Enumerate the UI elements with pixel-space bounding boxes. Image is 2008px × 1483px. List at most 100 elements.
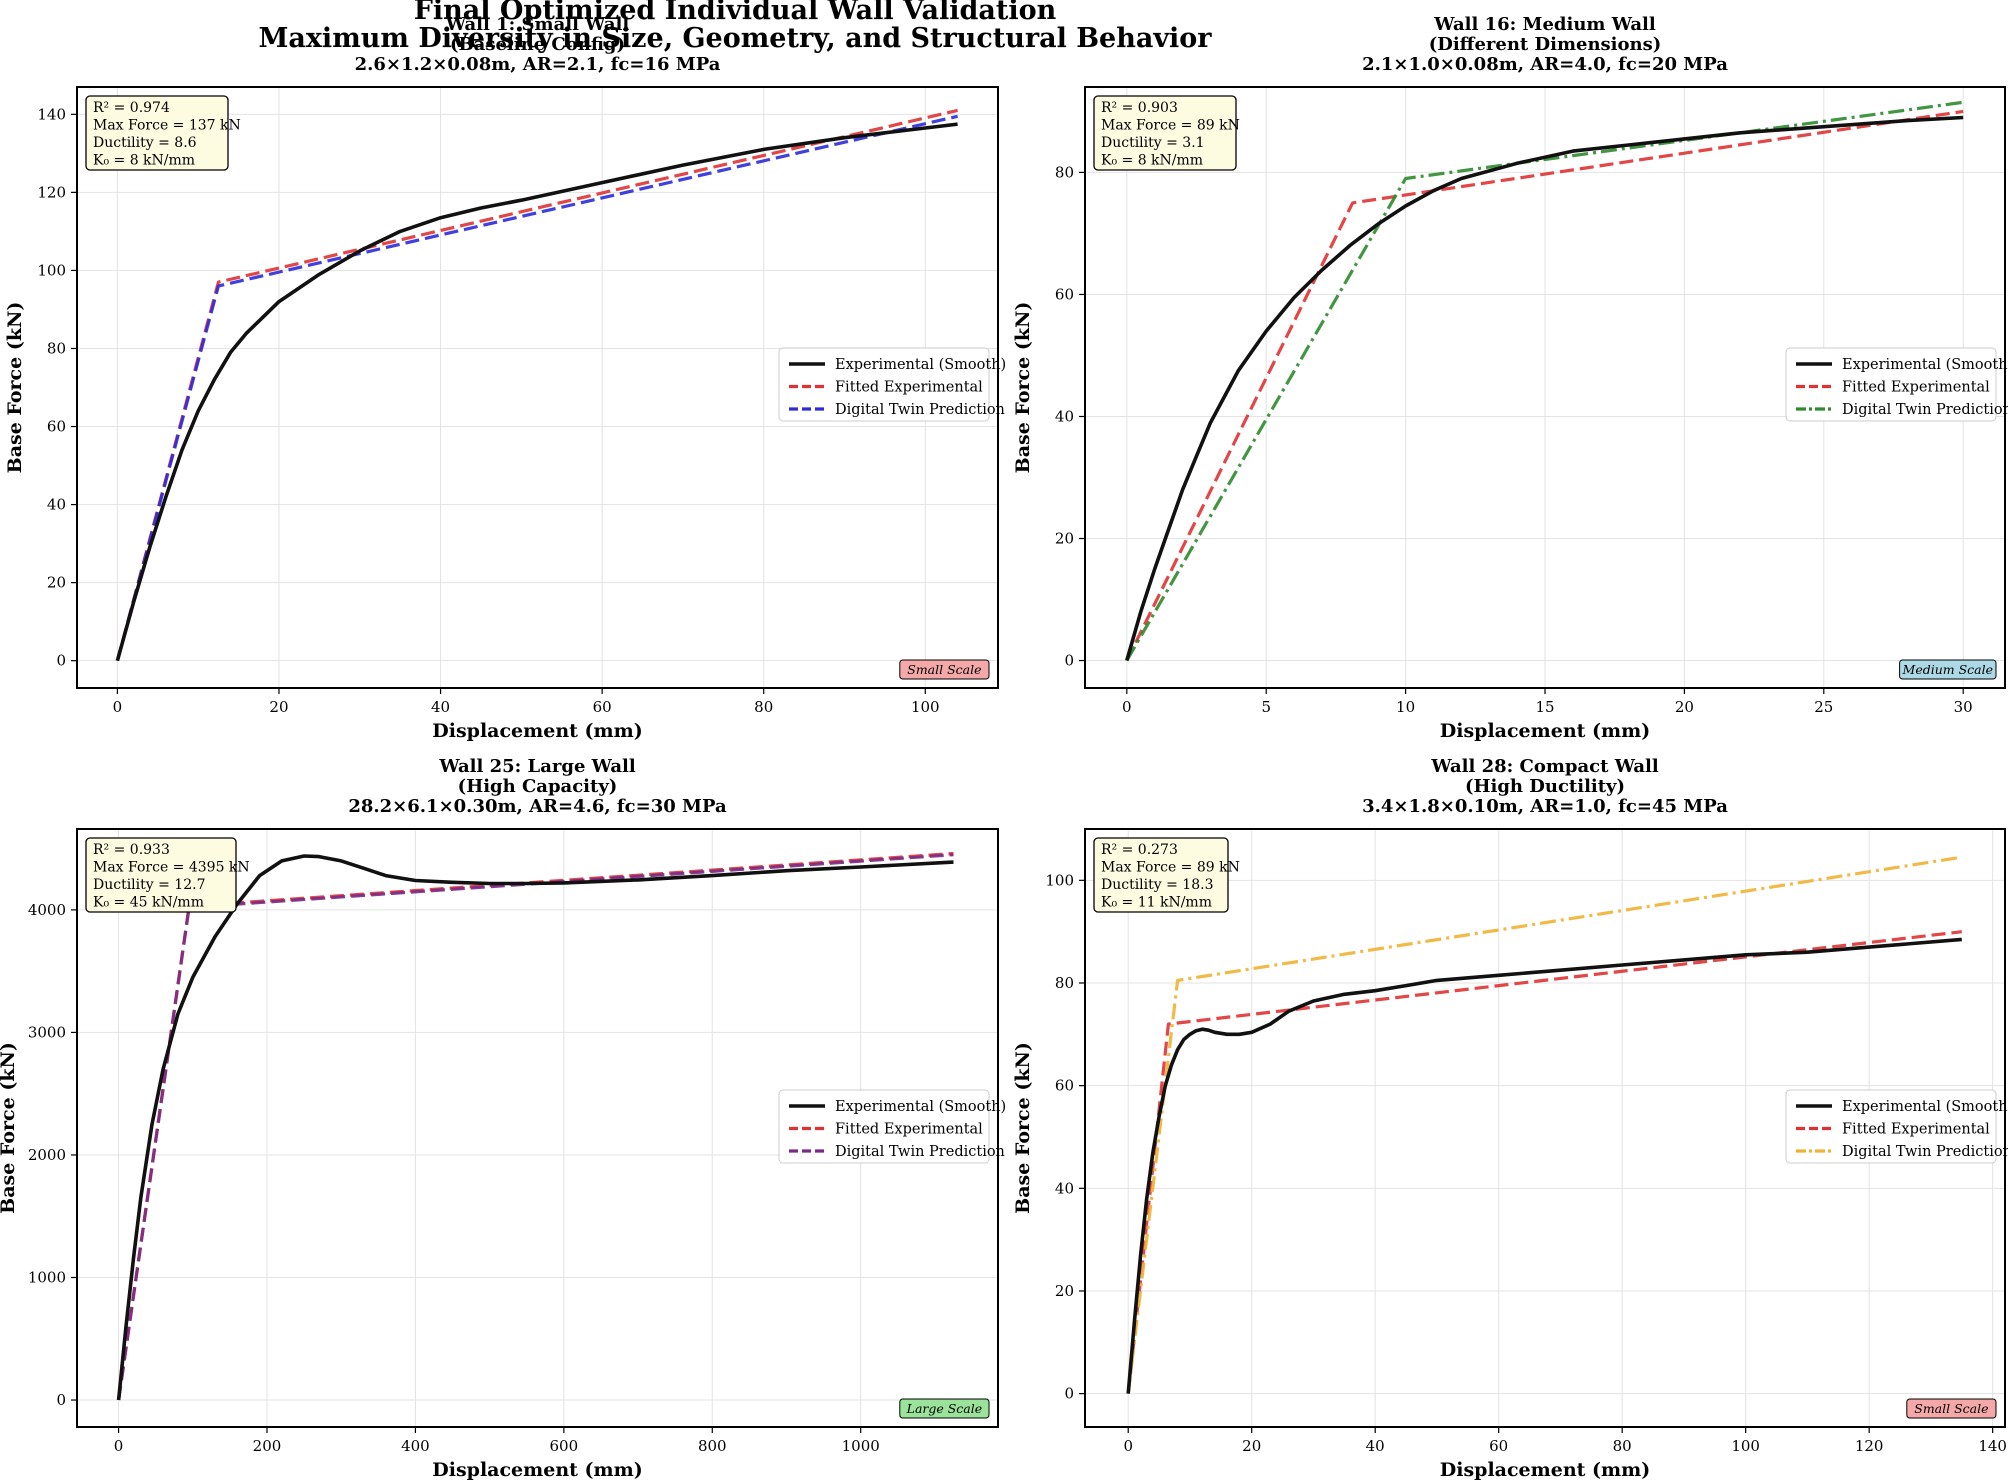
x-tick-label: 120: [1855, 1437, 1884, 1455]
y-tick-label: 20: [47, 574, 66, 592]
series-line-fitted-experimental: [1125, 109, 1964, 662]
x-axis-label: Displacement (mm): [1440, 720, 1650, 742]
legend-label: Experimental (Smooth): [1842, 357, 2008, 373]
stats-box-frame: [85, 95, 229, 171]
panel-3: Wall 25: Large Wall(High Capacity)28.2×6…: [0, 756, 1006, 1481]
stats-line: R² = 0.933: [93, 842, 170, 858]
x-tick-label: 400: [401, 1437, 430, 1455]
scale-badge-label: Small Scale: [907, 662, 981, 677]
x-tick-label: 0: [113, 698, 123, 716]
stats-line: Max Force = 137 kN: [93, 118, 241, 134]
x-tick-label: 800: [698, 1437, 727, 1455]
x-tick-label: 0: [114, 1437, 124, 1455]
y-tick-label: 60: [47, 418, 66, 436]
stats-line: K₀ = 11 kN/mm: [1101, 895, 1212, 911]
legend-label: Digital Twin Prediction: [835, 402, 1005, 418]
legend-frame: [1785, 347, 1997, 422]
scale-badge: [1906, 1398, 1997, 1419]
series-line-experimental-smooth: [1126, 937, 1962, 1394]
scale-badge: [899, 659, 990, 680]
x-tick-label: 600: [550, 1437, 579, 1455]
series-group: [1125, 100, 1964, 662]
stats-line: Ductility = 3.1: [1101, 135, 1205, 151]
y-tick-label: 4000: [28, 901, 66, 919]
x-tick-label: 15: [1535, 698, 1554, 716]
stats-line: K₀ = 45 kN/mm: [93, 895, 204, 911]
legend-label: Digital Twin Prediction: [835, 1144, 1005, 1160]
series-line-experimental-smooth: [115, 122, 958, 662]
y-axis-label: Base Force (kN): [1012, 302, 1034, 474]
y-tick-label: 100: [1045, 871, 1074, 889]
panel-2: Wall 16: Medium Wall(Different Dimension…: [1012, 14, 2008, 742]
panel-1: Wall 1: Small Wall(Baseline Config)2.6×1…: [4, 14, 1006, 742]
panel-title-line: Wall 16: Medium Wall: [1433, 14, 1656, 35]
y-tick-label: 80: [47, 339, 66, 357]
y-tick-label: 100: [37, 261, 66, 279]
x-tick-label: 0: [1122, 698, 1132, 716]
legend-label: Experimental (Smooth): [835, 1099, 1006, 1115]
stats-box-frame: [1093, 95, 1237, 171]
legend: Experimental (Smooth) Fitted Experimental…: [1785, 1089, 2008, 1164]
stats-box-frame: [1093, 837, 1229, 913]
x-tick-label: 100: [1731, 1437, 1760, 1455]
y-tick-label: 1000: [28, 1269, 66, 1287]
series-line-digital-twin-prediction: [115, 114, 958, 662]
legend-label: Fitted Experimental: [1842, 380, 1990, 396]
panel-title-line: 2.1×1.0×0.08m, AR=4.0, fc=20 MPa: [1362, 54, 1728, 75]
panel-title-line: 28.2×6.1×0.30m, AR=4.6, fc=30 MPa: [348, 796, 727, 817]
x-tick-label: 200: [253, 1437, 282, 1455]
series-line-digital-twin-prediction: [117, 853, 954, 1401]
series-line-digital-twin-prediction: [1125, 100, 1964, 662]
x-tick-label: 20: [1675, 698, 1694, 716]
y-tick-label: 0: [56, 652, 66, 670]
series-group: [115, 108, 958, 662]
series-group: [1126, 855, 1963, 1394]
y-tick-label: 140: [37, 105, 66, 123]
scale-badge-label: Large Scale: [906, 1401, 983, 1416]
stats-line: R² = 0.273: [1101, 842, 1178, 858]
panel-title-line: (High Ductility): [1465, 776, 1625, 797]
series-line-experimental-smooth: [116, 854, 954, 1401]
stats-line: K₀ = 8 kN/mm: [93, 153, 195, 169]
y-tick-label: 40: [1055, 1179, 1074, 1197]
legend-label: Experimental (Smooth): [1842, 1099, 2008, 1115]
stats-line: K₀ = 8 kN/mm: [1101, 153, 1203, 169]
legend: Experimental (Smooth) Fitted Experimental…: [778, 347, 1006, 422]
x-tick-label: 140: [1978, 1437, 2007, 1455]
x-tick-label: 20: [269, 698, 288, 716]
panel-title-line: Wall 28: Compact Wall: [1430, 756, 1659, 777]
stats-line: R² = 0.903: [1101, 100, 1178, 116]
x-tick-label: 20: [1242, 1437, 1261, 1455]
y-tick-label: 20: [1055, 1282, 1074, 1300]
legend-label: Fitted Experimental: [835, 380, 983, 396]
legend-label: Digital Twin Prediction: [1842, 1144, 2008, 1160]
x-tick-label: 25: [1814, 698, 1833, 716]
x-tick-label: 30: [1954, 698, 1973, 716]
panel-4: Wall 28: Compact Wall(High Ductility)3.4…: [1012, 756, 2008, 1481]
stats-line: Ductility = 18.3: [1101, 877, 1213, 893]
y-axis-label: Base Force (kN): [0, 1042, 19, 1214]
x-tick-label: 80: [1613, 1437, 1632, 1455]
legend-frame: [778, 1089, 990, 1164]
y-tick-label: 0: [1064, 652, 1074, 670]
panel-title-line: (High Capacity): [458, 776, 618, 797]
legend-label: Fitted Experimental: [1842, 1122, 1990, 1138]
series-group: [116, 851, 954, 1401]
stats-box-frame: [85, 837, 237, 913]
x-axis-label: Displacement (mm): [432, 1459, 642, 1481]
stats-line: Ductility = 8.6: [93, 135, 197, 151]
scale-badge: [899, 1398, 990, 1419]
legend-frame: [1785, 1089, 1997, 1164]
legend: Experimental (Smooth) Fitted Experimental…: [778, 1089, 1006, 1164]
suptitle-line2: Maximum Diversity in Size, Geometry, and…: [258, 23, 1212, 54]
series-line-digital-twin-prediction: [1126, 855, 1963, 1394]
scale-badge: [1899, 659, 1997, 680]
suptitle-line1: Final Optimized Individual Wall Validati…: [414, 0, 1057, 26]
y-axis-label: Base Force (kN): [1012, 1042, 1034, 1214]
panel-title-line: Wall 25: Large Wall: [438, 756, 635, 777]
legend-label: Experimental (Smooth): [835, 357, 1006, 373]
y-tick-label: 0: [56, 1391, 66, 1409]
